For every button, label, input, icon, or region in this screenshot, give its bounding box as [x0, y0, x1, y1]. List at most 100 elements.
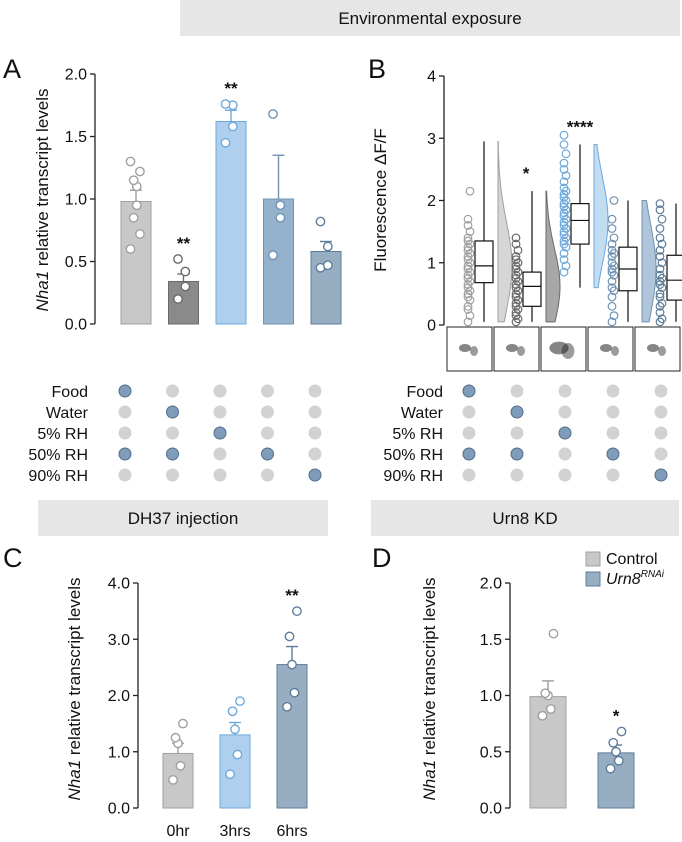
panel-d-chart: 0.0 0.5 1.0 1.5 2.0 * — [480, 576, 635, 818]
data-point — [545, 704, 556, 714]
data-point — [180, 266, 191, 277]
significance-marker: * — [613, 707, 620, 726]
data-point — [561, 171, 571, 181]
data-point — [613, 755, 624, 766]
data-point — [463, 233, 473, 243]
data-point — [657, 214, 667, 224]
data-point — [463, 283, 473, 293]
data-point — [463, 214, 473, 224]
legend-swatch — [585, 571, 601, 587]
violin — [545, 190, 561, 323]
data-point — [540, 688, 551, 699]
data-point — [657, 298, 667, 308]
condition-dot-off — [213, 405, 227, 419]
condition-dot-off — [558, 384, 572, 398]
thumbnail-blob — [647, 344, 659, 352]
data-point — [511, 311, 521, 321]
condition-dot-off — [261, 426, 274, 440]
data-point — [655, 205, 665, 215]
legend-label-superscript: RNAi — [641, 569, 665, 580]
y-tick-label: 2.0 — [65, 67, 87, 84]
data-point — [292, 606, 302, 617]
image-thumbnails — [446, 326, 681, 372]
data-point — [609, 311, 619, 321]
data-point — [561, 261, 571, 271]
data-point — [170, 732, 181, 743]
data-point — [268, 109, 278, 119]
panel-label-d: D — [372, 543, 392, 573]
bar — [529, 696, 567, 809]
data-point — [511, 273, 521, 283]
condition-dot-off — [558, 468, 572, 482]
condition-dot-off — [308, 426, 322, 440]
y-tick-label: 2.0 — [108, 688, 130, 705]
condition-dot-on — [510, 447, 524, 461]
legend-label-main: Urn8 — [606, 571, 641, 588]
panel-d-ylabel: Nha1 relative transcript levels — [420, 578, 439, 801]
condition-dot-off — [166, 426, 179, 440]
data-point — [559, 211, 569, 221]
header-dh37-injection: DH37 injection — [38, 500, 328, 536]
condition-dot-on — [462, 384, 476, 398]
bar — [219, 734, 251, 809]
condition-dot-off — [308, 405, 322, 419]
y-tick-label: 0.5 — [480, 744, 502, 761]
thumbnail-blob — [561, 343, 575, 359]
condition-dot-on — [166, 405, 179, 419]
panel-c-chart: 0.0 1.0 2.0 3.0 4.0 0hr 3hrs ** 6hrs — [108, 576, 308, 841]
data-point — [607, 277, 617, 286]
thumbnail-blob — [600, 344, 612, 352]
data-point — [607, 267, 617, 277]
data-point — [655, 233, 665, 243]
panel-c-ylabel: Nha1 relative transcript levels — [65, 578, 84, 801]
condition-dot-off — [118, 405, 132, 419]
data-point — [559, 177, 569, 187]
condition-dot-on — [261, 447, 274, 461]
condition-dot-off — [606, 468, 620, 482]
condition-dot-off — [606, 384, 620, 398]
thumbnail-blob — [459, 344, 471, 352]
condition-dot-off — [261, 468, 274, 482]
legend-label: Urn8RNAi — [606, 569, 665, 588]
data-point — [511, 255, 521, 265]
significance-marker: ** — [224, 79, 238, 98]
data-point — [128, 175, 139, 186]
condition-dot-on — [462, 447, 476, 461]
box — [522, 271, 542, 307]
data-point — [605, 763, 616, 774]
data-point — [657, 258, 667, 268]
condition-dot-off — [654, 447, 668, 461]
data-point — [463, 245, 473, 255]
y-tick-label: 0.5 — [65, 254, 87, 271]
data-point — [513, 245, 523, 255]
y-tick-label: 1.5 — [65, 129, 87, 146]
data-point — [655, 199, 665, 209]
data-point — [125, 244, 136, 254]
data-point — [465, 311, 475, 321]
condition-dot-off — [166, 468, 179, 482]
y-tick-label: 2 — [427, 193, 436, 210]
data-point — [465, 227, 475, 237]
data-point — [655, 308, 665, 317]
data-point — [657, 239, 667, 249]
thumbnail-blob — [470, 346, 478, 356]
data-point — [220, 99, 231, 109]
data-point — [173, 294, 183, 304]
condition-dot-off — [558, 447, 572, 461]
violin — [497, 140, 513, 323]
data-point — [287, 659, 297, 670]
y-tick-label: 2.0 — [480, 576, 502, 593]
data-point — [655, 264, 665, 274]
data-point — [463, 317, 473, 327]
data-point — [559, 164, 569, 174]
data-point — [178, 718, 188, 729]
data-point — [289, 687, 300, 698]
y-tick-label: 4.0 — [108, 576, 130, 593]
data-point — [559, 192, 569, 202]
data-point — [559, 202, 569, 212]
data-point — [511, 239, 521, 249]
data-point — [655, 245, 665, 255]
condition-dot-off — [606, 426, 620, 440]
data-point — [511, 283, 521, 293]
data-point — [125, 156, 136, 167]
